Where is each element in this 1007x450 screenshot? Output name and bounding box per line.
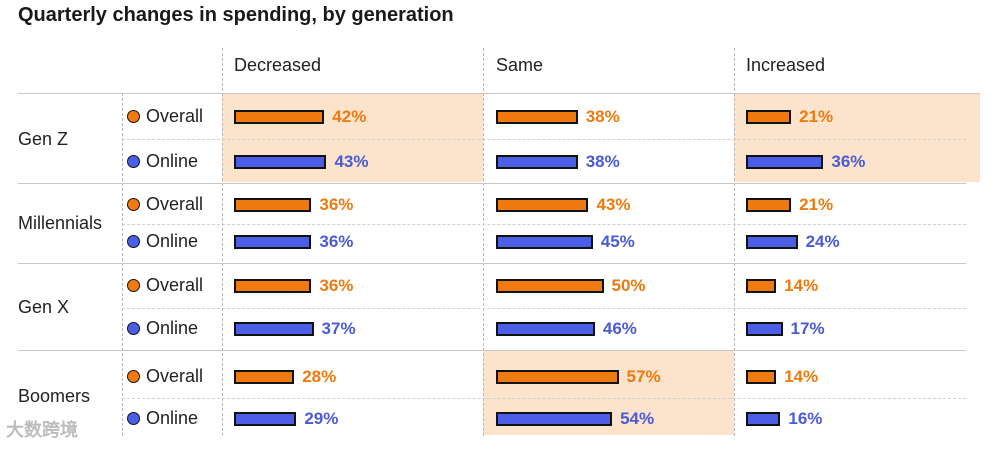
chart-title: Quarterly changes in spending, by genera… — [18, 4, 454, 26]
data-label: 46% — [602, 319, 637, 338]
bar — [746, 198, 792, 212]
bar — [496, 198, 589, 212]
bar — [234, 322, 314, 336]
row-label-divider — [122, 93, 123, 436]
data-label: 28% — [302, 367, 337, 386]
generation-label: Boomers — [18, 386, 91, 406]
row-label-text: Online — [146, 231, 199, 251]
watermark-logo: 大数跨境 — [6, 420, 78, 440]
data-label: 36% — [319, 232, 354, 251]
data-label: 17% — [790, 319, 825, 338]
overall-legend-dot-icon — [127, 198, 140, 211]
bar — [746, 370, 777, 384]
row-label: Overall — [127, 275, 203, 296]
header-divider — [18, 93, 980, 94]
generation-label: Gen Z — [18, 128, 69, 149]
row-label-text: Overall — [146, 366, 204, 386]
data-label: 38% — [585, 152, 620, 171]
row-label: Online — [127, 318, 198, 339]
group-divider — [18, 183, 966, 184]
row-label-text: Overall — [146, 275, 204, 295]
data-label: 43% — [596, 195, 631, 214]
row-divider — [122, 224, 966, 225]
bar — [746, 110, 792, 124]
bar — [746, 155, 824, 169]
data-label: 42% — [332, 107, 367, 126]
row-label: Overall — [127, 194, 203, 215]
row-label-text: Online — [146, 318, 199, 338]
bar — [234, 412, 297, 426]
bar — [746, 279, 777, 293]
generation-label: Gen X — [18, 296, 70, 317]
bar — [234, 110, 325, 124]
column-header: Same — [496, 55, 544, 75]
bar — [496, 235, 593, 249]
row-divider — [122, 139, 966, 140]
bar — [496, 279, 604, 293]
row-label: Online — [127, 151, 198, 172]
data-label: 36% — [319, 195, 354, 214]
overall-legend-dot-icon — [127, 279, 140, 292]
column-header: Increased — [746, 55, 826, 75]
bar — [234, 155, 327, 169]
data-label: 14% — [784, 367, 819, 386]
data-label: 24% — [805, 232, 840, 251]
bar — [496, 322, 595, 336]
bar — [234, 198, 312, 212]
row-label: Overall — [127, 106, 203, 127]
row-label: Online — [127, 408, 198, 429]
bar — [746, 235, 798, 249]
row-divider — [122, 398, 966, 399]
online-legend-dot-icon — [127, 235, 140, 248]
column-divider — [222, 48, 223, 436]
bar — [234, 235, 312, 249]
online-legend-dot-icon — [127, 322, 140, 335]
bar — [496, 412, 613, 426]
column-divider — [483, 48, 484, 436]
group-divider — [18, 350, 966, 351]
data-label: 37% — [321, 319, 356, 338]
bar — [496, 370, 619, 384]
column-divider — [734, 48, 735, 436]
bar — [496, 155, 578, 169]
bar — [234, 370, 295, 384]
bar — [746, 412, 781, 426]
data-label: 38% — [585, 107, 620, 126]
data-label: 45% — [600, 232, 635, 251]
bar — [234, 279, 312, 293]
group-divider — [18, 263, 966, 264]
bar — [496, 110, 578, 124]
data-label: 43% — [334, 152, 369, 171]
row-label-text: Online — [146, 151, 199, 171]
overall-legend-dot-icon — [127, 110, 140, 123]
row-divider — [122, 308, 966, 309]
online-legend-dot-icon — [127, 412, 140, 425]
column-header: Decreased — [234, 55, 322, 75]
data-label: 54% — [620, 409, 655, 428]
row-label-text: Overall — [146, 194, 204, 214]
row-label-text: Online — [146, 408, 199, 428]
data-label: 36% — [831, 152, 866, 171]
generation-label: Millennials — [18, 212, 103, 233]
data-label: 21% — [799, 195, 834, 214]
data-label: 21% — [799, 107, 834, 126]
row-label: Overall — [127, 366, 203, 387]
data-label: 29% — [304, 409, 339, 428]
data-label: 36% — [319, 276, 354, 295]
overall-legend-dot-icon — [127, 370, 140, 383]
row-label-text: Overall — [146, 106, 204, 126]
data-label: 57% — [626, 367, 661, 386]
data-label: 14% — [784, 276, 819, 295]
data-label: 50% — [611, 276, 646, 295]
row-label: Online — [127, 231, 198, 252]
data-label: 16% — [788, 409, 823, 428]
online-legend-dot-icon — [127, 155, 140, 168]
bar — [746, 322, 783, 336]
